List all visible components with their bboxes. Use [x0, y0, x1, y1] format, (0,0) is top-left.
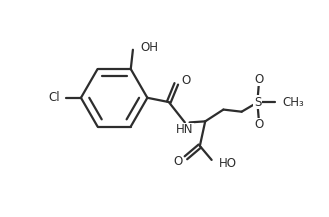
Text: OH: OH	[140, 41, 158, 54]
Text: CH₃: CH₃	[283, 95, 305, 108]
Text: O: O	[181, 74, 190, 87]
Text: HN: HN	[176, 123, 193, 136]
Text: Cl: Cl	[48, 91, 60, 104]
Text: O: O	[173, 155, 183, 168]
Text: O: O	[254, 73, 264, 86]
Text: HO: HO	[219, 157, 237, 170]
Text: S: S	[254, 95, 261, 108]
Text: O: O	[254, 118, 264, 132]
